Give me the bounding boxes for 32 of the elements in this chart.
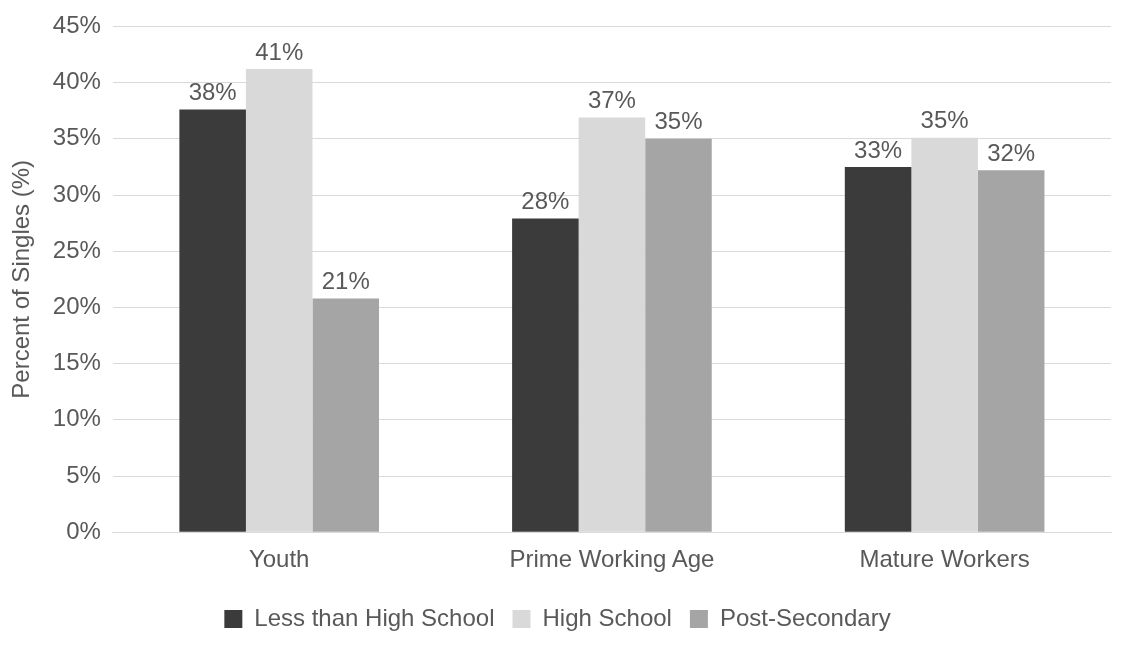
y-tick-label: 5% — [66, 460, 101, 488]
y-tick-label: 40% — [52, 67, 101, 95]
y-tick-label: 45% — [52, 11, 101, 39]
x-tick-label: Prime Working Age — [509, 545, 715, 573]
data-label: 41% — [255, 37, 304, 65]
y-axis-title: Percent of Singles (%) — [7, 159, 35, 399]
y-tick-label: 30% — [52, 179, 101, 207]
legend-label: Post-Secondary — [719, 603, 891, 631]
y-tick-label: 35% — [52, 123, 101, 151]
bar — [179, 109, 246, 532]
bar — [512, 218, 579, 532]
data-label: 35% — [654, 107, 703, 135]
x-tick-label: Youth — [248, 545, 310, 573]
x-tick-label: Mature Workers — [859, 545, 1030, 573]
data-label: 35% — [920, 106, 969, 134]
data-label: 28% — [521, 187, 570, 215]
bar — [977, 170, 1045, 532]
y-tick-label: 10% — [52, 404, 101, 432]
data-label: 32% — [987, 138, 1036, 166]
data-label: 38% — [188, 78, 237, 106]
data-label: 33% — [854, 135, 903, 163]
bar — [645, 138, 712, 532]
y-tick-label: 15% — [52, 348, 101, 376]
y-tick-label: 0% — [66, 516, 101, 544]
data-label: 37% — [587, 86, 636, 114]
legend-label: High School — [542, 603, 672, 631]
data-label: 21% — [321, 267, 370, 295]
legend-label: Less than High School — [254, 603, 495, 631]
bar — [844, 166, 912, 532]
y-tick-label: 25% — [52, 235, 101, 263]
bar — [312, 298, 380, 532]
y-tick-label: 20% — [52, 292, 101, 320]
